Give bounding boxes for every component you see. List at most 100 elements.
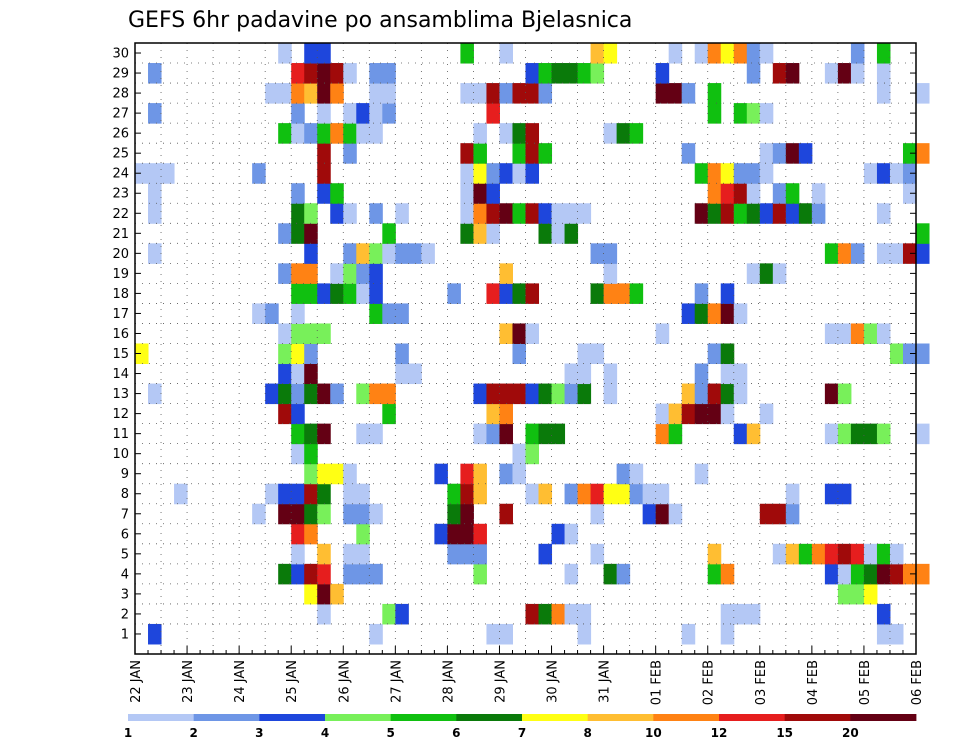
heatmap-cell xyxy=(772,503,787,525)
heatmap-cell xyxy=(252,303,266,324)
heatmap-cell xyxy=(863,423,878,445)
heatmap-cell xyxy=(538,203,553,224)
heatmap-cell xyxy=(356,523,370,545)
heatmap-cell xyxy=(382,303,396,324)
heatmap-cell xyxy=(473,423,487,445)
heatmap-cell xyxy=(564,523,579,545)
heatmap-cell xyxy=(577,63,592,84)
heatmap-cell xyxy=(304,263,318,284)
heatmap-cell xyxy=(668,83,683,104)
heatmap-cell xyxy=(447,543,461,565)
heatmap-cell xyxy=(278,343,292,365)
heatmap-cell xyxy=(486,223,500,244)
heatmap-cell xyxy=(395,303,409,324)
heatmap-cell xyxy=(577,383,592,405)
heatmap-cell xyxy=(772,63,787,84)
heatmap-cell xyxy=(564,383,579,405)
heatmap-cell xyxy=(278,43,292,64)
heatmap-cell xyxy=(330,383,344,405)
heatmap-cell xyxy=(889,623,904,645)
heatmap-cell xyxy=(304,283,318,304)
heatmap-cell xyxy=(499,323,513,344)
y-tick-label: 19 xyxy=(112,267,129,282)
heatmap-cell xyxy=(278,263,292,284)
heatmap-cell xyxy=(382,223,396,244)
heatmap-cell xyxy=(694,363,709,385)
heatmap-cell xyxy=(629,463,644,485)
heatmap-cell xyxy=(590,343,605,365)
heatmap-cell xyxy=(356,543,370,565)
heatmap-cell xyxy=(304,43,318,64)
heatmap-cell xyxy=(525,603,540,625)
heatmap-cell xyxy=(603,283,618,304)
heatmap-cell xyxy=(577,343,592,365)
heatmap-cell xyxy=(343,243,357,264)
heatmap-cell xyxy=(538,543,553,565)
heatmap-cell xyxy=(291,103,305,124)
heatmap-cell xyxy=(148,183,162,204)
heatmap-cell xyxy=(291,123,305,144)
heatmap-cell xyxy=(330,123,344,144)
heatmap-cell xyxy=(278,383,292,405)
heatmap-cell xyxy=(707,563,722,585)
heatmap-cell xyxy=(525,323,540,344)
heatmap-cell xyxy=(902,343,917,365)
heatmap-cell xyxy=(564,483,579,505)
legend-label: 7 xyxy=(518,726,526,740)
heatmap-cell xyxy=(291,83,305,104)
heatmap-cell xyxy=(655,483,670,505)
heatmap-cell xyxy=(824,543,839,565)
heatmap-cell xyxy=(265,83,279,104)
heatmap-cell xyxy=(499,83,513,104)
heatmap-cell xyxy=(317,563,331,585)
heatmap-cell xyxy=(785,503,800,525)
heatmap-cell xyxy=(616,283,631,304)
heatmap-cell xyxy=(551,383,566,405)
heatmap-cell xyxy=(525,143,540,164)
heatmap-cell xyxy=(837,243,852,264)
heatmap-cell xyxy=(499,423,513,445)
heatmap-cell xyxy=(317,383,331,405)
heatmap-cell xyxy=(356,563,370,585)
heatmap-cell xyxy=(304,83,318,104)
heatmap-cell xyxy=(343,463,357,485)
x-tick-label: 01 FEB xyxy=(650,660,665,705)
heatmap-cell xyxy=(148,243,162,264)
heatmap-cell xyxy=(538,83,553,104)
heatmap-cell xyxy=(291,483,305,505)
heatmap-cell xyxy=(564,603,579,625)
heatmap-cell xyxy=(668,503,683,525)
heatmap-cell xyxy=(616,563,631,585)
heatmap-cell xyxy=(460,143,474,164)
heatmap-cell xyxy=(876,543,891,565)
heatmap-cell xyxy=(278,363,292,385)
heatmap-cell xyxy=(291,523,305,545)
y-tick-label: 26 xyxy=(112,127,129,142)
heatmap-cell xyxy=(473,563,487,585)
heatmap-cell xyxy=(746,43,761,64)
heatmap-cell xyxy=(902,243,917,264)
heatmap-cell xyxy=(876,243,891,264)
heatmap-cell xyxy=(304,583,318,605)
heatmap-cell xyxy=(824,63,839,84)
heatmap-cell xyxy=(629,483,644,505)
heatmap-cell xyxy=(395,203,409,224)
x-tick-label: 30 JAN xyxy=(546,660,561,703)
heatmap-cell xyxy=(538,423,553,445)
heatmap-cell xyxy=(916,143,930,164)
heatmap-cell xyxy=(655,83,670,104)
heatmap-cell xyxy=(916,423,930,445)
heatmap-cell xyxy=(916,563,930,585)
heatmap-cell xyxy=(369,623,383,645)
legend-label: 4 xyxy=(321,726,329,740)
heatmap-cell xyxy=(460,503,474,525)
heatmap-cell xyxy=(148,63,162,84)
heatmap-cell xyxy=(473,83,487,104)
heatmap-cell xyxy=(876,563,891,585)
heatmap-cell xyxy=(356,263,370,284)
heatmap-cell xyxy=(460,223,474,244)
heatmap-cell xyxy=(317,543,331,565)
heatmap-cell xyxy=(603,483,618,505)
legend-swatch xyxy=(325,714,392,721)
heatmap-cell xyxy=(733,43,748,64)
